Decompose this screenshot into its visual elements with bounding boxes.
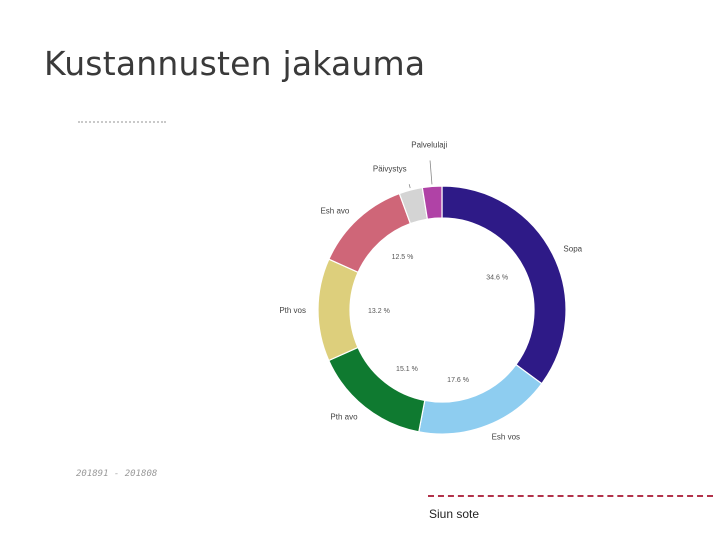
page-title: Kustannusten jakauma [44,44,426,83]
category-label-palvelulaji: Palvelulaji [411,141,447,150]
faint-caption-line [78,121,166,127]
percent-label-esh-vos: 17.6 % [447,377,469,384]
category-label-esh-avo: Esh avo [320,206,349,215]
slice-sopa [441,185,567,385]
slice-palvelulaji [421,185,443,220]
footer-divider [428,495,713,497]
percent-label-esh-avo: 12.5 % [392,254,414,261]
date-range: 201891 - 201808 [76,469,158,479]
leader-line-palvelulaji [429,160,433,185]
brand-name: Siun sote [429,507,480,521]
percent-label-pth-avo: 15.1 % [396,366,418,373]
leader-line-paivystys [408,184,411,189]
slice-esh-vos [418,363,543,435]
percent-labels: 34.6 % 17.6 % 15.1 % 13.2 % 12.5 % [368,254,508,384]
category-label-pth-avo: Pth avo [330,413,358,422]
percent-label-sopa: 34.6 % [486,275,508,282]
percent-label-pth-vos: 13.2 % [368,308,390,315]
category-label-pth-vos: Pth vos [279,306,306,315]
category-label-paivystys: Päivystys [373,165,407,174]
category-labels: Sopa Esh vos Pth avo Pth vos Esh avo Päivysty… [279,141,582,442]
slice-pth-vos [317,258,359,362]
category-label-esh-vos: Esh vos [492,433,520,442]
donut-slices [317,185,567,435]
category-label-sopa: Sopa [563,245,582,254]
